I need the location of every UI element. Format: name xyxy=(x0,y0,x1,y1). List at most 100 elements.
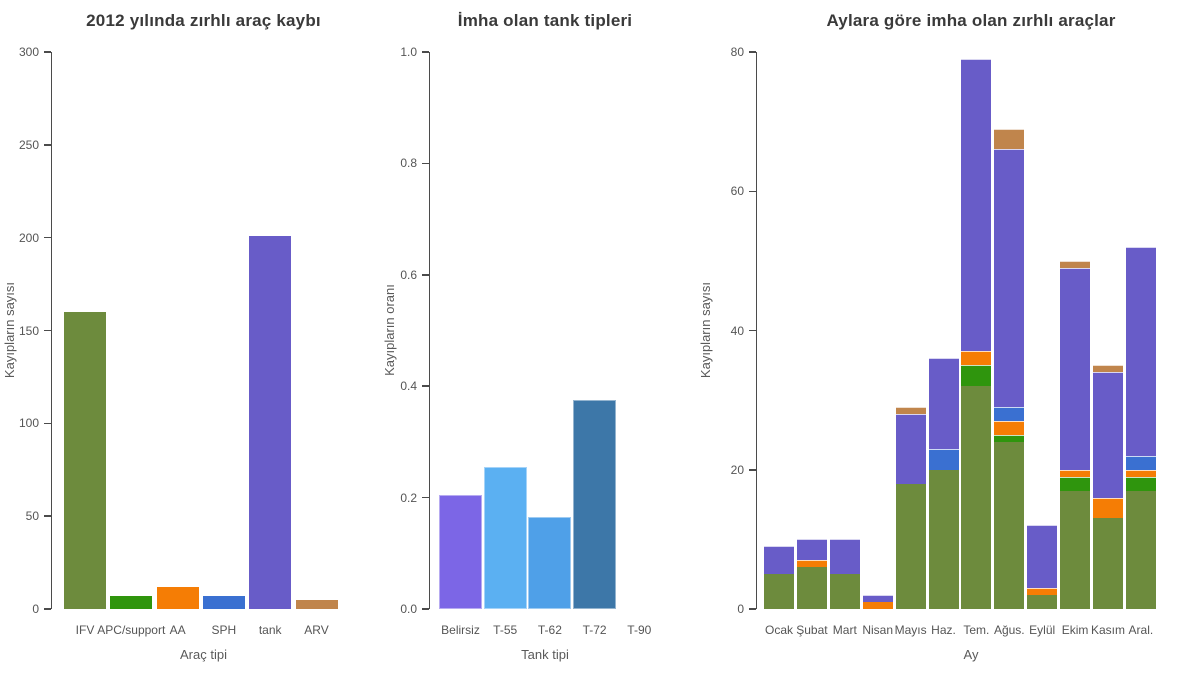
bar-segment-tank xyxy=(1125,246,1156,456)
bar-segment-ARV xyxy=(895,407,926,415)
bar-segment-tank xyxy=(994,149,1025,408)
y-tick-label: 250 xyxy=(18,137,39,152)
bar-segment-tank xyxy=(1060,267,1091,470)
bar-segment-IFV xyxy=(764,574,794,609)
y-tick-mark xyxy=(421,608,429,610)
x-axis-title: Araç tipi xyxy=(180,647,227,662)
y-tick-mark xyxy=(43,515,51,517)
bar-segment-IFV xyxy=(796,567,827,609)
x-tick-label: Belirsiz xyxy=(441,623,480,637)
bar-T-72 xyxy=(573,400,617,609)
y-tick-mark xyxy=(43,144,51,146)
x-tick-label: T-90 xyxy=(627,623,652,637)
y-tick-label: 0.8 xyxy=(400,156,417,171)
bar-segment-tank xyxy=(829,539,860,575)
y-tick-mark xyxy=(748,51,756,53)
bar-segment-SPH xyxy=(1125,455,1156,470)
x-tick-label: T-62 xyxy=(537,623,562,637)
y-tick-label: 60 xyxy=(730,184,744,199)
chart-title: 2012 yılında zırhlı araç kaybı xyxy=(86,11,321,30)
x-tick-label: Haz. xyxy=(931,623,956,637)
bar-segment-IFV xyxy=(928,469,959,609)
bar-segment-ARV xyxy=(1060,260,1091,268)
x-tick-label: Kasım xyxy=(1090,623,1126,637)
x-tick-label: SPH xyxy=(211,623,237,637)
bar-segment-AA xyxy=(796,560,827,568)
bar-IFV xyxy=(64,311,106,609)
bar-segment-tank xyxy=(895,414,926,484)
y-axis-spine xyxy=(755,52,757,609)
y-tick-label: 0.4 xyxy=(400,379,417,394)
x-tick-label: IFV xyxy=(75,623,95,637)
x-tick-label: Ocak xyxy=(764,623,794,637)
bar-AA xyxy=(156,586,199,609)
bar-segment-IFV xyxy=(1125,490,1156,609)
bar-segment-AA xyxy=(961,351,992,366)
y-tick-mark xyxy=(421,51,429,53)
y-tick-label: 1.0 xyxy=(400,45,417,59)
y-axis-spine xyxy=(50,52,52,609)
y-tick-label: 40 xyxy=(730,323,744,338)
y-tick-label: 150 xyxy=(18,323,39,338)
y-tick-mark xyxy=(748,469,756,471)
bar-SPH xyxy=(202,596,245,609)
bar-segment-IFV xyxy=(895,483,926,609)
x-tick-label: ARV xyxy=(304,623,329,637)
bar-segment-IFV xyxy=(1027,595,1058,609)
bar-T-55 xyxy=(483,466,527,609)
bar-segment-ARV xyxy=(994,128,1025,150)
y-tick-label: 0.0 xyxy=(400,602,417,616)
bar-segment-AA xyxy=(1060,469,1091,477)
bar-segment-AA xyxy=(862,602,893,609)
y-tick-mark xyxy=(421,385,429,387)
bar-segment-tank xyxy=(764,546,794,575)
bar-segment-tank xyxy=(796,539,827,561)
bar-segment-tank xyxy=(928,358,959,449)
y-tick-mark xyxy=(43,236,51,239)
bar-segment-APC/support xyxy=(961,365,992,387)
x-tick-label: Aral. xyxy=(1128,623,1154,637)
bar-segment-IFV xyxy=(829,574,860,609)
bar-segment-tank xyxy=(862,595,893,603)
y-tick-label: 200 xyxy=(18,230,39,245)
y-tick-label: 300 xyxy=(18,45,39,59)
y-tick-mark xyxy=(421,162,429,165)
bar-segment-APC/support xyxy=(1060,476,1091,491)
bar-segment-tank xyxy=(961,58,992,352)
bar-segment-SPH xyxy=(928,448,959,470)
bar-segment-SPH xyxy=(994,407,1025,421)
bar-Belirsiz xyxy=(439,494,482,609)
bar-T-62 xyxy=(528,517,572,609)
y-tick-label: 100 xyxy=(18,416,39,431)
bar-segment-ARV xyxy=(1093,365,1123,373)
x-axis-title: Tank tipi xyxy=(521,647,569,662)
x-tick-label: tank xyxy=(258,623,282,637)
y-tick-mark xyxy=(748,329,756,332)
y-tick-label: 50 xyxy=(25,509,39,524)
y-tick-mark xyxy=(43,329,51,332)
y-tick-label: 0.2 xyxy=(400,490,417,505)
y-tick-label: 0 xyxy=(737,602,744,616)
bar-segment-IFV xyxy=(961,386,992,609)
x-tick-label: T-55 xyxy=(493,623,518,637)
y-tick-mark xyxy=(43,608,51,610)
x-tick-label: Eylül xyxy=(1029,623,1056,637)
y-tick-mark xyxy=(421,496,429,499)
x-tick-label: Ağus. xyxy=(993,623,1025,637)
y-tick-mark xyxy=(748,608,756,610)
y-tick-label: 0.6 xyxy=(400,267,417,282)
x-tick-label: Nisan xyxy=(862,623,894,637)
bar-APC/support xyxy=(110,596,153,609)
bar-segment-APC/support xyxy=(994,434,1025,442)
bar-segment-APC/support xyxy=(1125,476,1156,491)
bar-segment-IFV xyxy=(1093,518,1123,609)
bar-segment-AA xyxy=(1027,588,1058,596)
bar-segment-tank xyxy=(1027,525,1058,589)
y-tick-mark xyxy=(43,51,51,53)
x-tick-label: Mayıs xyxy=(894,623,927,637)
x-tick-label: Ekim xyxy=(1061,623,1089,637)
